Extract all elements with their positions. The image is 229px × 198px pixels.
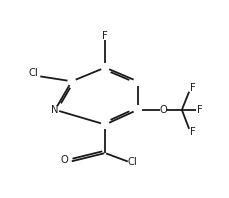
Text: Cl: Cl	[28, 69, 38, 78]
Text: F: F	[189, 128, 195, 137]
Text: F: F	[196, 105, 202, 115]
Text: O: O	[60, 155, 68, 165]
Text: N: N	[51, 105, 59, 115]
Text: Cl: Cl	[127, 157, 137, 167]
Text: O: O	[159, 105, 166, 115]
Text: F: F	[102, 31, 108, 41]
Text: F: F	[189, 83, 195, 93]
